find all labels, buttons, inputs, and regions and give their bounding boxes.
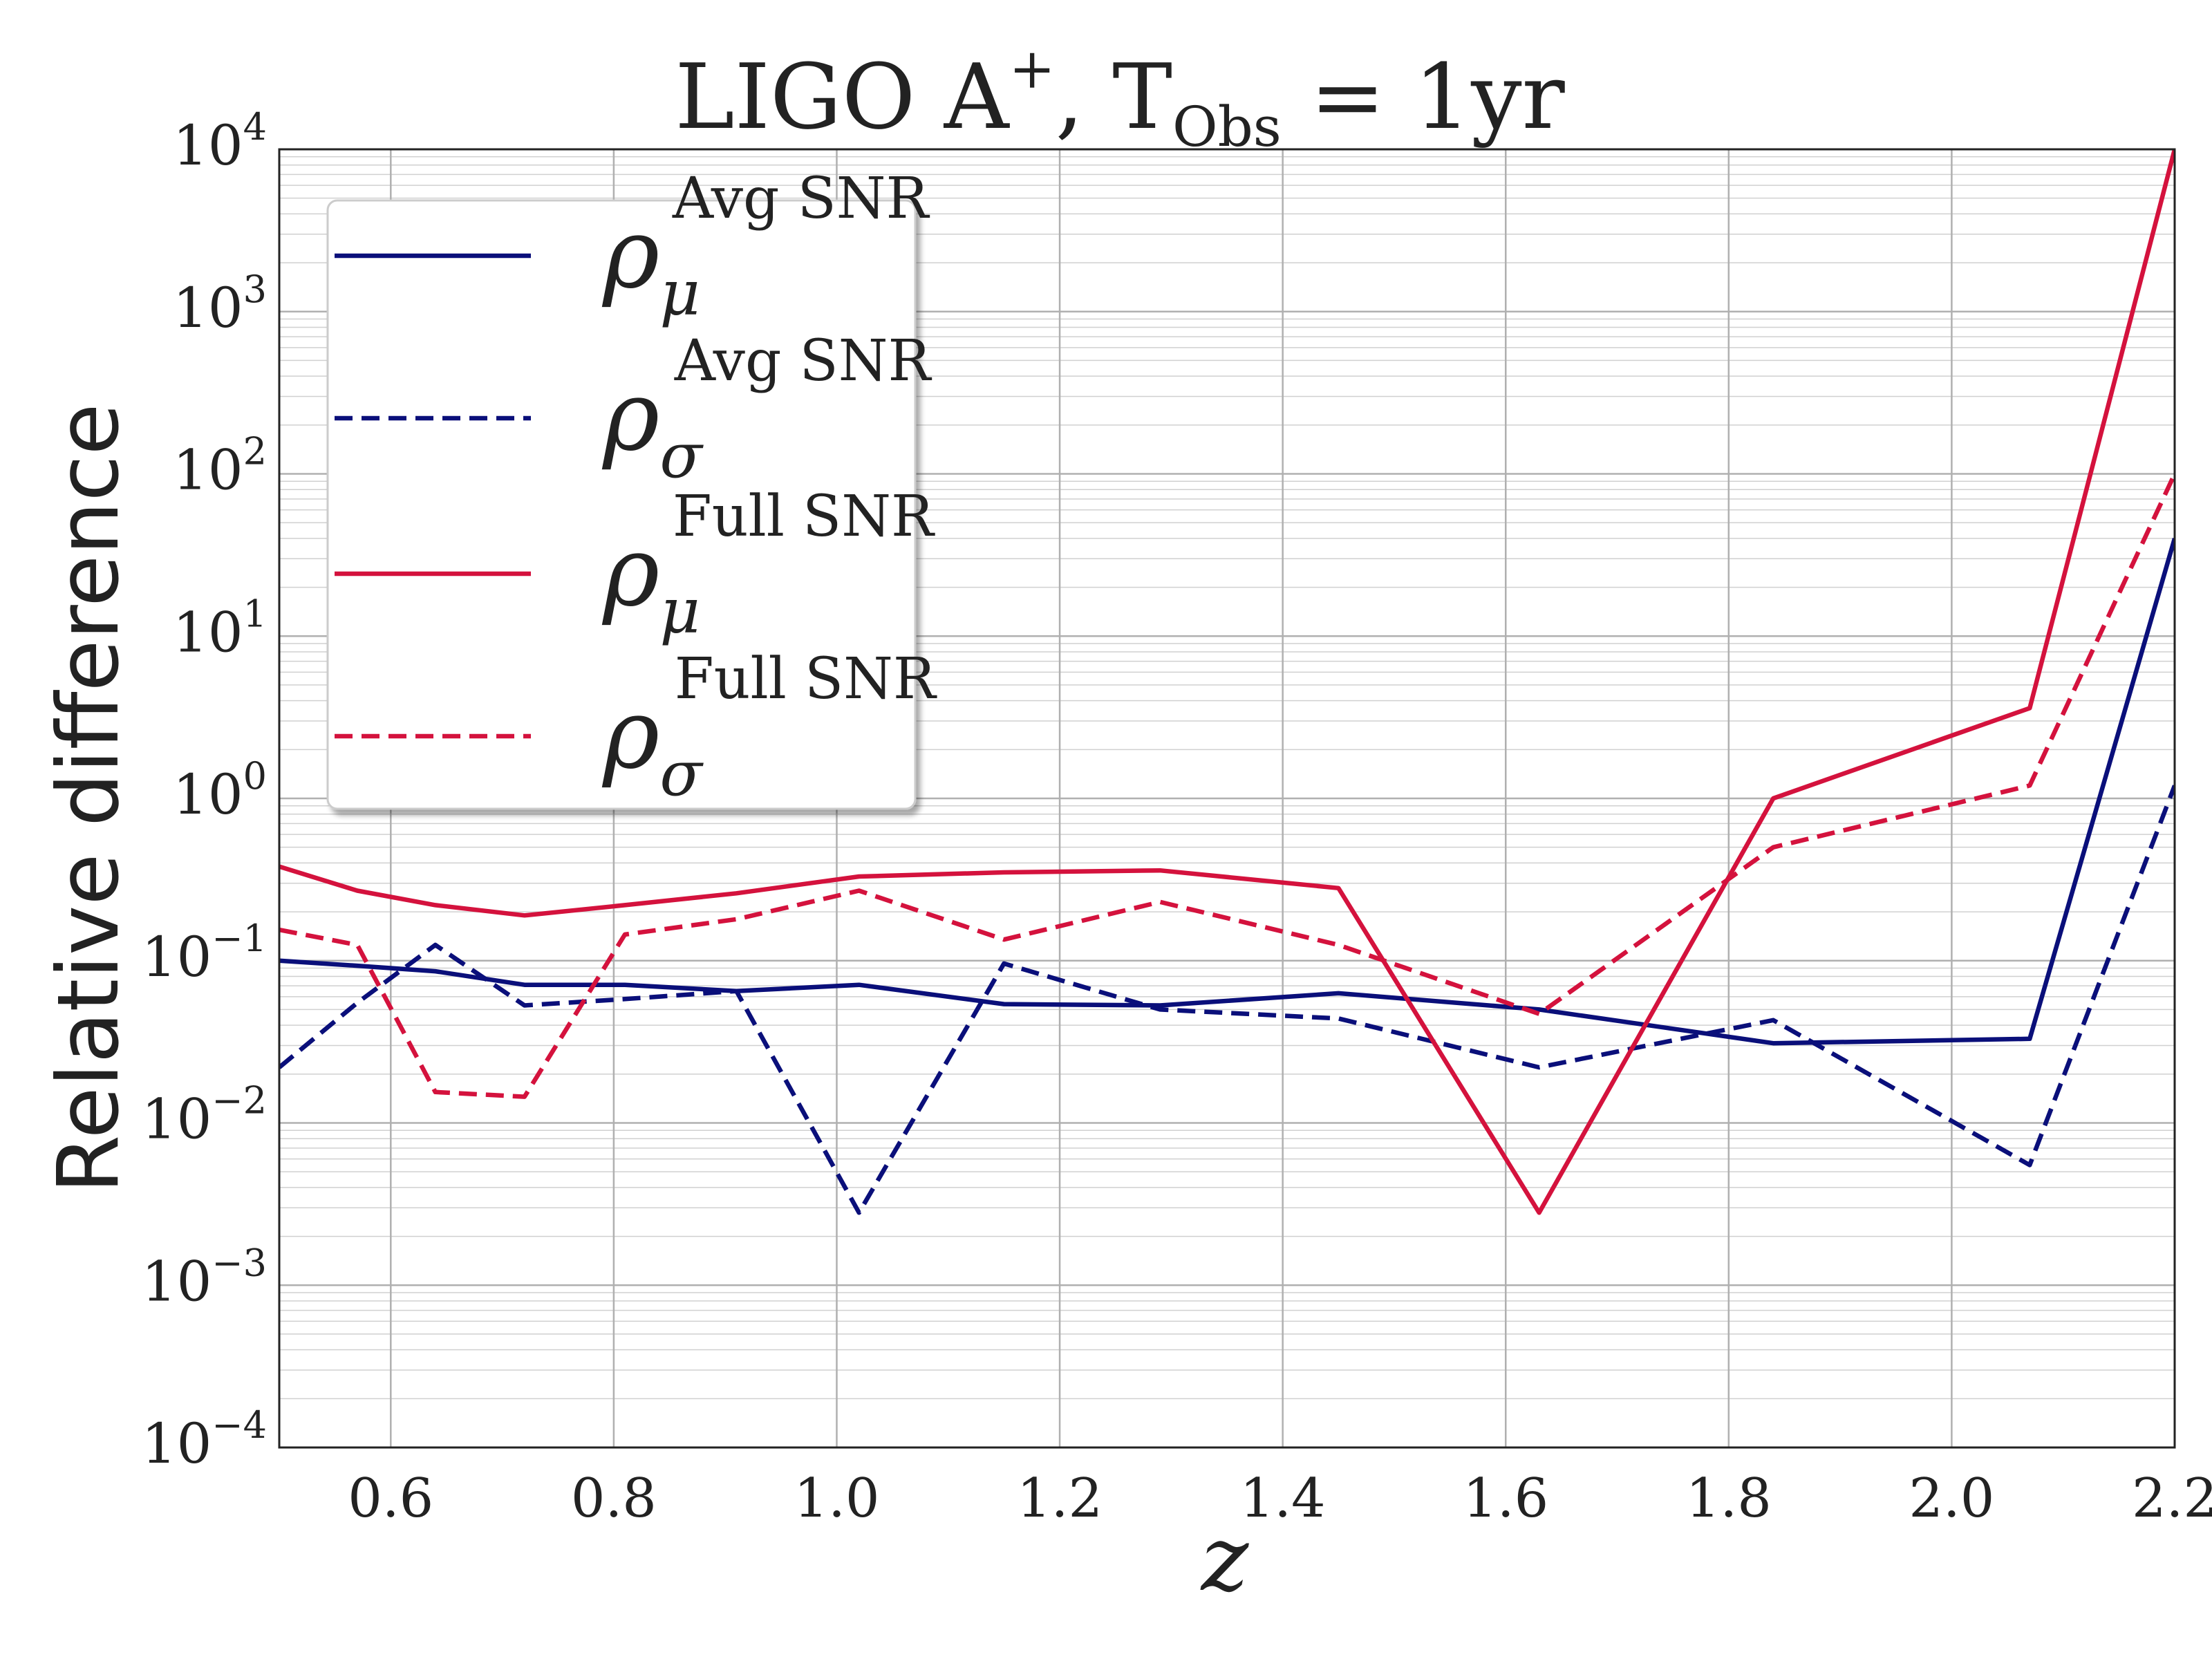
series-line-4 <box>279 473 2175 1099</box>
x-tick-label: 1.6 <box>1463 1468 1548 1530</box>
x-tick-label: 2.2 <box>2132 1468 2212 1530</box>
series-layer <box>279 149 2175 1215</box>
series-line-2 <box>279 785 2175 1215</box>
y-tick-label: 10−1 <box>142 917 267 989</box>
series-line-1 <box>279 537 2175 1046</box>
x-tick-label: 1.4 <box>1240 1468 1326 1530</box>
y-tick-label: 10−2 <box>142 1079 267 1152</box>
x-tick-label: 1.0 <box>794 1468 879 1530</box>
chart-title-base: LIGO A <box>675 44 1010 149</box>
x-tick-label: 0.6 <box>348 1468 433 1530</box>
chart-title-base-sup: + <box>1009 37 1056 101</box>
chart-title-sep: , <box>1056 44 1113 149</box>
y-tick-label: 102 <box>173 430 267 503</box>
legend-box <box>326 199 917 810</box>
x-tick-label: 0.8 <box>571 1468 657 1530</box>
y-tick-label: 100 <box>173 754 267 827</box>
legend-label-1: ρμAvg SNR <box>601 166 930 330</box>
y-tick-label: 103 <box>173 268 267 340</box>
x-tick-label: 1.8 <box>1686 1468 1772 1530</box>
chart-title-var: T <box>1112 44 1172 149</box>
x-axis-label: z <box>1200 1506 1250 1611</box>
x-tick-labels: 0.6 0.8 1.0 1.2 1.4 1.6 1.8 2.0 2.2 <box>348 1468 2212 1530</box>
legend-label-3: ρμFull SNR <box>601 484 935 648</box>
series-line-3 <box>279 149 2175 1215</box>
x-tick-label: 1.2 <box>1017 1468 1103 1530</box>
legend-label-2: ρσAvg SNR <box>601 328 932 492</box>
y-tick-labels: 10−4 10−3 10−2 10−1 100 101 102 103 104 <box>142 105 267 1476</box>
x-tick-label: 2.0 <box>1909 1468 1994 1530</box>
chart-title-rest: = 1yr <box>1282 44 1566 149</box>
legend-label-4: ρσFull SNR <box>601 646 937 810</box>
y-tick-label: 10−3 <box>142 1241 267 1313</box>
plot-frame <box>278 148 2176 1449</box>
y-tick-label: 104 <box>173 105 267 178</box>
y-tick-label: 10−4 <box>142 1403 267 1476</box>
y-axis-label: Relative difference <box>39 403 138 1193</box>
chart-title: LIGO A+, TObs = 1yr <box>675 37 1565 159</box>
y-tick-label: 101 <box>173 592 267 664</box>
